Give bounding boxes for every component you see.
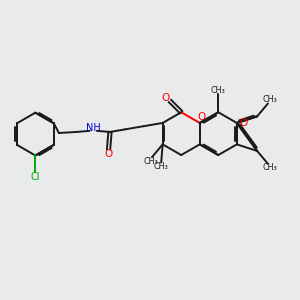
Text: CH₃: CH₃ <box>211 86 226 95</box>
Text: CH₃: CH₃ <box>262 95 277 104</box>
Text: CH₃: CH₃ <box>154 162 169 171</box>
Text: CH₃: CH₃ <box>262 164 277 172</box>
Text: Cl: Cl <box>31 172 40 182</box>
Text: CH₃: CH₃ <box>143 157 158 166</box>
Text: O: O <box>104 149 113 159</box>
Text: O: O <box>239 118 248 128</box>
Text: O: O <box>197 112 206 122</box>
Text: O: O <box>162 93 170 103</box>
Text: NH: NH <box>86 124 101 134</box>
